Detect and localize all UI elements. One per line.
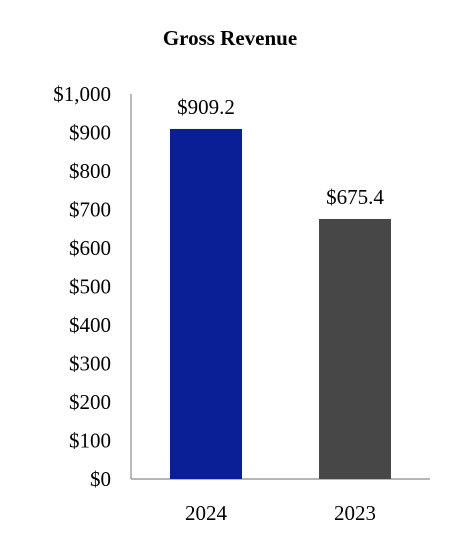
bar-2023 (319, 218, 391, 479)
y-tick-label: $0 (90, 467, 111, 491)
chart-title: Gross Revenue (162, 26, 298, 50)
bar-2024 (170, 128, 242, 479)
y-tick-label: $300 (69, 352, 111, 376)
x-axis-ticks: 2024 2023 (185, 501, 376, 525)
y-tick-label: $100 (69, 429, 111, 453)
y-tick-label: $400 (69, 313, 111, 337)
y-tick-label: $500 (69, 275, 111, 299)
y-tick-label: $900 (69, 121, 111, 145)
data-labels: $909.2 $675.4 (177, 95, 384, 209)
bars (170, 128, 391, 479)
x-tick-label: 2024 (185, 501, 228, 525)
y-tick-label: $700 (69, 198, 111, 222)
x-tick-label: 2023 (334, 501, 376, 525)
y-tick-label: $1,000 (53, 82, 111, 106)
y-tick-label: $200 (69, 390, 111, 414)
data-label-2024: $909.2 (177, 95, 235, 119)
y-tick-label: $600 (69, 236, 111, 260)
y-tick-label: $800 (69, 159, 111, 183)
y-axis-ticks: $0 $100 $200 $300 $400 $500 $600 $700 $800 $900 $1… (53, 82, 111, 491)
data-label-2023: $675.4 (326, 185, 384, 209)
